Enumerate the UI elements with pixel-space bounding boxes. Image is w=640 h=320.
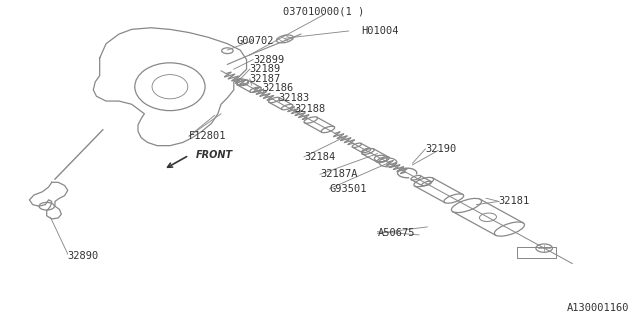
Text: 32890: 32890 (68, 251, 99, 260)
Text: A50675: A50675 (378, 228, 415, 238)
Text: G93501: G93501 (330, 184, 367, 194)
Text: 32181: 32181 (499, 196, 530, 206)
Text: H01004: H01004 (362, 26, 399, 36)
Text: F12801: F12801 (189, 131, 227, 141)
Text: 32899: 32899 (253, 55, 284, 65)
Text: 32187: 32187 (250, 74, 281, 84)
Text: 32184: 32184 (304, 152, 335, 162)
Text: A130001160: A130001160 (567, 303, 630, 313)
Text: 32189: 32189 (250, 64, 281, 74)
Text: G00702: G00702 (237, 36, 275, 45)
Text: 037010000(1 ): 037010000(1 ) (283, 7, 364, 17)
Text: 32188: 32188 (294, 104, 326, 114)
Text: 32190: 32190 (426, 144, 456, 154)
Text: 32187A: 32187A (320, 169, 358, 179)
Text: FRONT: FRONT (195, 150, 232, 160)
Text: 32186: 32186 (262, 83, 294, 93)
Text: 32183: 32183 (278, 93, 310, 103)
